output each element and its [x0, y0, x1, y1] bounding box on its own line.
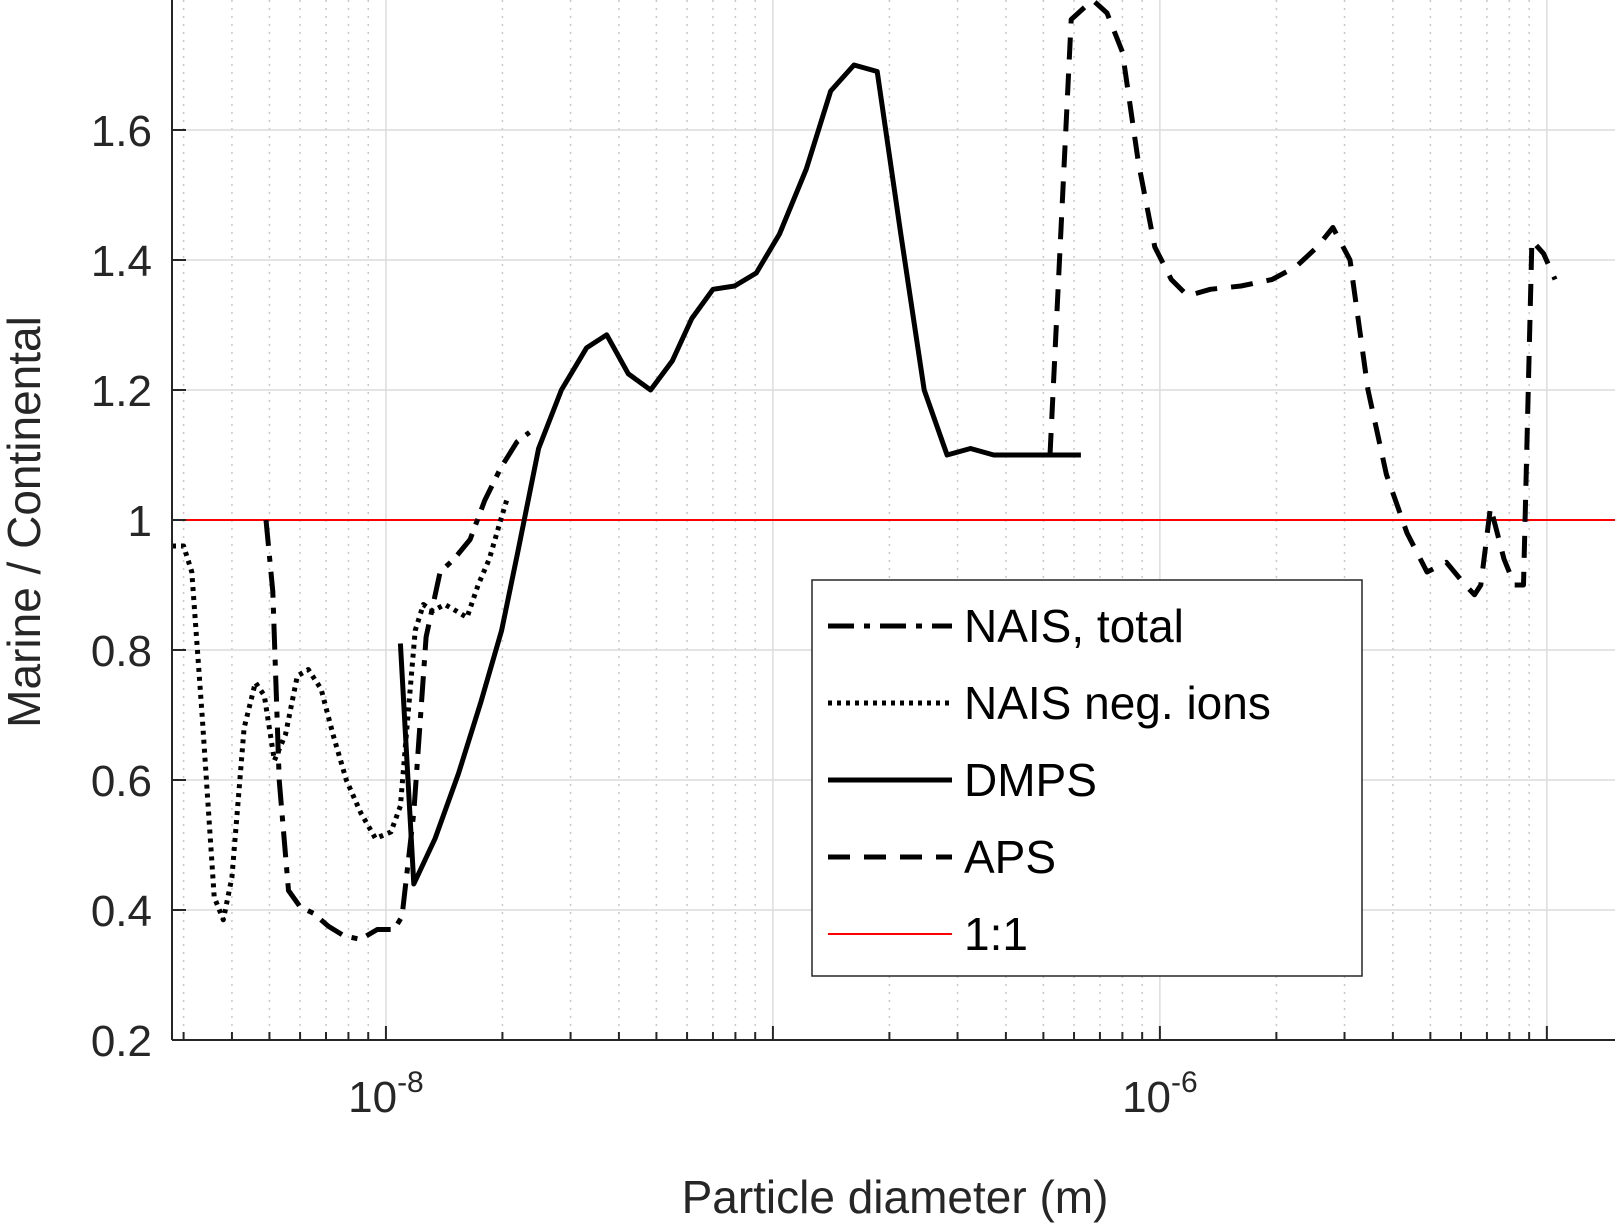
x-tick-label: 10-6 [1122, 1066, 1198, 1122]
series-layer [172, 0, 1615, 942]
y-tick-label: 1 [128, 497, 152, 546]
legend-entry-label: NAIS, total [964, 600, 1184, 652]
series-line-dmps [397, 62, 1081, 887]
axes [171, 0, 1615, 1041]
legend-entry-label: NAIS neg. ions [964, 677, 1271, 729]
series-line-aps [1047, 0, 1558, 598]
y-tick-label: 1.2 [91, 367, 152, 416]
x-axis-label: Particle diameter (m) [682, 1171, 1109, 1223]
series-line-nais-total [263, 430, 532, 942]
legend-entry-label: DMPS [964, 754, 1097, 806]
y-tick-label: 1.6 [91, 107, 152, 156]
legend-entry-label: 1:1 [964, 908, 1028, 960]
y-tick-label: 1.4 [91, 237, 152, 286]
y-tick-label: 0.8 [91, 627, 152, 676]
x-tick-labels: 10-8 10-6 [348, 1066, 1198, 1122]
y-tick-labels: 0.2 0.4 0.6 0.8 1 1.2 1.4 1.6 [91, 107, 152, 1066]
series-line-nais-neg-ions [172, 499, 509, 923]
y-tick-label: 0.6 [91, 757, 152, 806]
y-tick-label: 0.2 [91, 1017, 152, 1066]
y-tick-label: 0.4 [91, 887, 152, 936]
legend-entry-label: APS [964, 831, 1056, 883]
y-axis-label: Marine / Continental [0, 316, 50, 728]
x-tick-label: 10-8 [348, 1066, 424, 1122]
legend: NAIS, total NAIS neg. ions DMPS APS 1:1 [811, 579, 1363, 977]
